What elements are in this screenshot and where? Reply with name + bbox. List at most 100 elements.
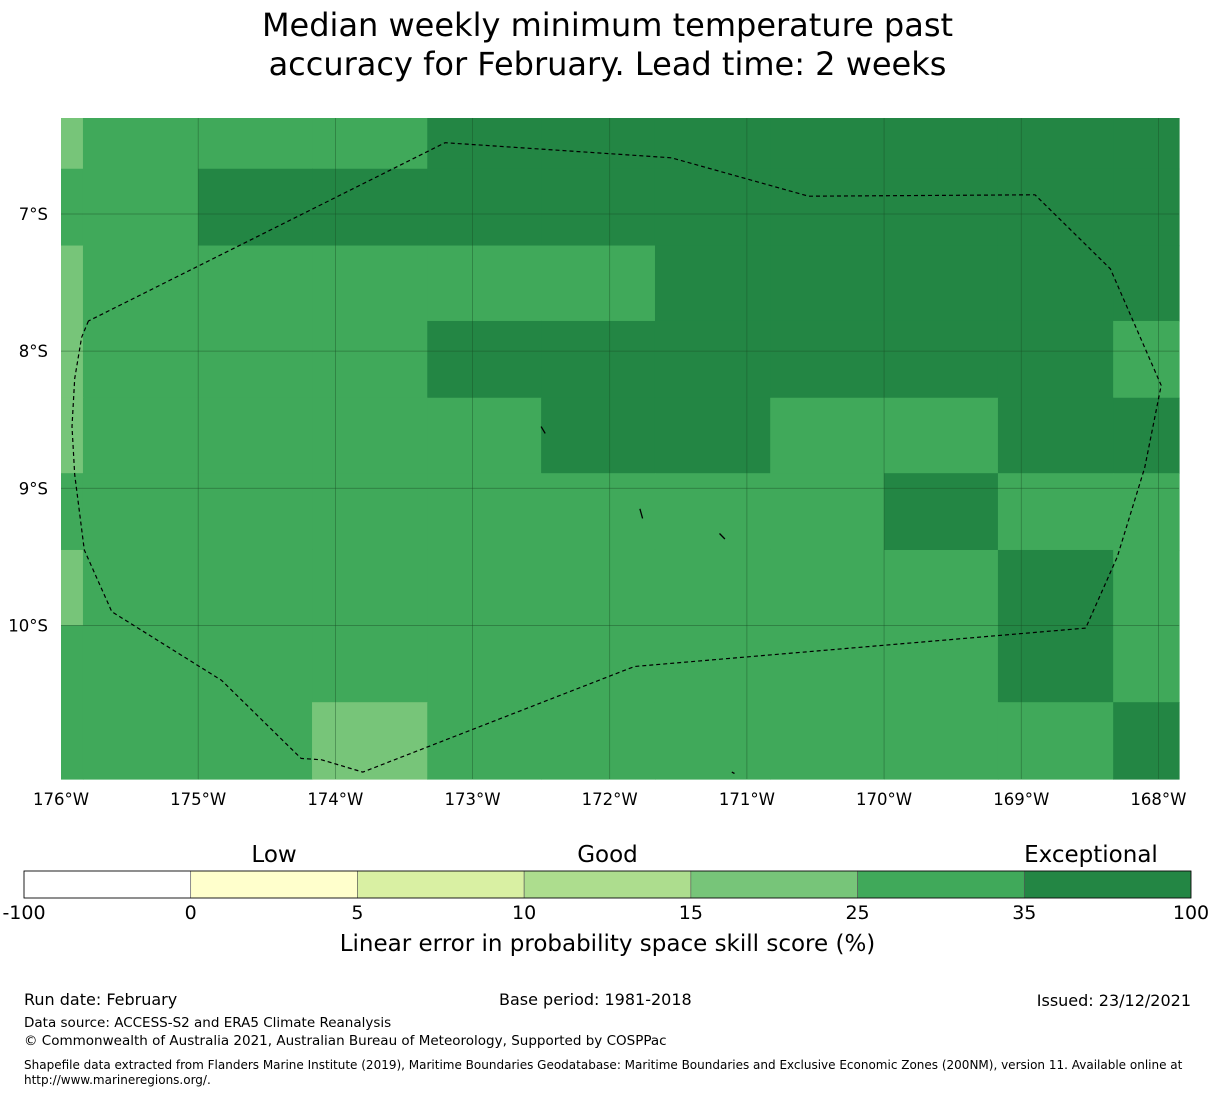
x-tick-label: 176°W <box>33 790 89 809</box>
grid-cell <box>770 625 885 703</box>
grid-cell <box>770 549 885 627</box>
grid-cell <box>427 397 542 474</box>
grid-cell <box>654 118 771 170</box>
grid-cell <box>654 625 771 703</box>
grid-cell <box>61 320 84 399</box>
island-outline <box>540 426 546 434</box>
grid-cell <box>654 549 771 627</box>
grid-cell <box>312 625 428 703</box>
grid-cell <box>654 320 771 399</box>
grid-cell <box>198 168 313 247</box>
eez-boundary <box>71 142 1162 773</box>
grid-cell <box>997 702 1114 780</box>
colorbar-segment <box>690 870 858 899</box>
grid-cell <box>1113 549 1180 627</box>
grid-cell <box>427 702 542 780</box>
grid-cell <box>997 168 1114 247</box>
colorbar-tick-label: 15 <box>678 902 703 924</box>
grid-cell <box>82 320 199 399</box>
grid-cell <box>654 245 771 322</box>
grid-cell <box>312 702 428 780</box>
grid-cell <box>1113 320 1180 399</box>
grid-cell <box>884 118 999 170</box>
island-outline <box>639 508 644 519</box>
grid-cell <box>198 118 313 170</box>
grid-cell <box>770 118 885 170</box>
skill-grid <box>61 118 1180 780</box>
x-axis-ticks: 176°W 175°W 174°W 173°W 172°W 171°W 170°W 169°W… <box>33 790 1186 809</box>
grid-cell <box>541 549 656 627</box>
x-tick-label: 175°W <box>170 790 226 809</box>
title-line-1: Median weekly minimum temperature past <box>261 6 954 44</box>
colorbar-tick-label: 0 <box>184 902 197 924</box>
grid-cell <box>82 118 199 170</box>
grid-cell <box>427 549 542 627</box>
grid-cell <box>312 168 428 247</box>
grid-cell <box>427 168 542 247</box>
grid-cell <box>541 118 656 170</box>
colorbar-tick-label: 100 <box>1172 902 1210 924</box>
grid-cell <box>82 397 199 474</box>
grid-cell <box>198 473 313 551</box>
colorbar-segment <box>523 870 692 899</box>
grid-cell <box>884 625 999 703</box>
grid-cell <box>61 549 84 627</box>
grid-cell <box>312 397 428 474</box>
grid-cell <box>312 549 428 627</box>
colorbar-segment <box>857 870 1025 899</box>
grid-cell <box>427 118 542 170</box>
grid-cell <box>884 549 999 627</box>
grid-cell <box>1113 473 1180 551</box>
graticule <box>61 118 1179 779</box>
grid-cell <box>82 245 199 322</box>
grid-cell <box>198 549 313 627</box>
grid-cell <box>654 702 771 780</box>
grid-cell <box>1113 702 1180 780</box>
grid-cell <box>654 168 771 247</box>
grid-cell <box>198 397 313 474</box>
grid-cell <box>541 397 656 474</box>
y-tick-label: 10°S <box>8 616 48 635</box>
grid-cell <box>61 702 84 780</box>
issued-date: Issued: 23/12/2021 <box>1036 991 1191 1010</box>
grid-cell <box>654 397 771 474</box>
run-date: Run date: February <box>24 990 178 1009</box>
grid-cell <box>427 320 542 399</box>
x-tick-label: 168°W <box>1130 790 1186 809</box>
grid-cell <box>1113 168 1180 247</box>
title-line-2: accuracy for February. Lead time: 2 week… <box>268 45 947 83</box>
grid-cell <box>884 397 999 474</box>
grid-cell <box>1113 245 1180 322</box>
grid-cell <box>82 473 199 551</box>
grid-cell <box>541 625 656 703</box>
colorbar <box>23 870 1192 899</box>
grid-cell <box>82 168 199 247</box>
grid-cell <box>654 473 771 551</box>
y-tick-label: 7°S <box>19 205 48 224</box>
grid-cell <box>61 397 84 474</box>
y-tick-label: 8°S <box>19 342 48 361</box>
colorbar-segment <box>1023 870 1192 899</box>
grid-cell <box>198 625 313 703</box>
islands <box>540 426 735 775</box>
grid-cell <box>82 625 199 703</box>
grid-cell <box>770 473 885 551</box>
grid-cell <box>61 473 84 551</box>
copyright: © Commonwealth of Australia 2021, Austra… <box>24 1033 667 1049</box>
colorbar-frame <box>23 870 1192 899</box>
colorbar-segment <box>190 870 358 899</box>
colorbar-tick-label: 10 <box>512 902 537 924</box>
category-good-label: Good <box>577 842 638 868</box>
grid-cell <box>541 320 656 399</box>
grid-cell <box>198 702 313 780</box>
grid-cell <box>82 702 199 780</box>
grid-cell <box>312 118 428 170</box>
grid-cell <box>312 473 428 551</box>
grid-cell <box>997 320 1114 399</box>
data-source: Data source: ACCESS-S2 and ERA5 Climate … <box>24 1015 392 1031</box>
y-axis-ticks: 7°S 8°S 9°S 10°S <box>8 205 48 635</box>
colorbar-tick-label: 35 <box>1012 902 1037 924</box>
grid-cell <box>82 549 199 627</box>
grid-cell <box>427 625 542 703</box>
